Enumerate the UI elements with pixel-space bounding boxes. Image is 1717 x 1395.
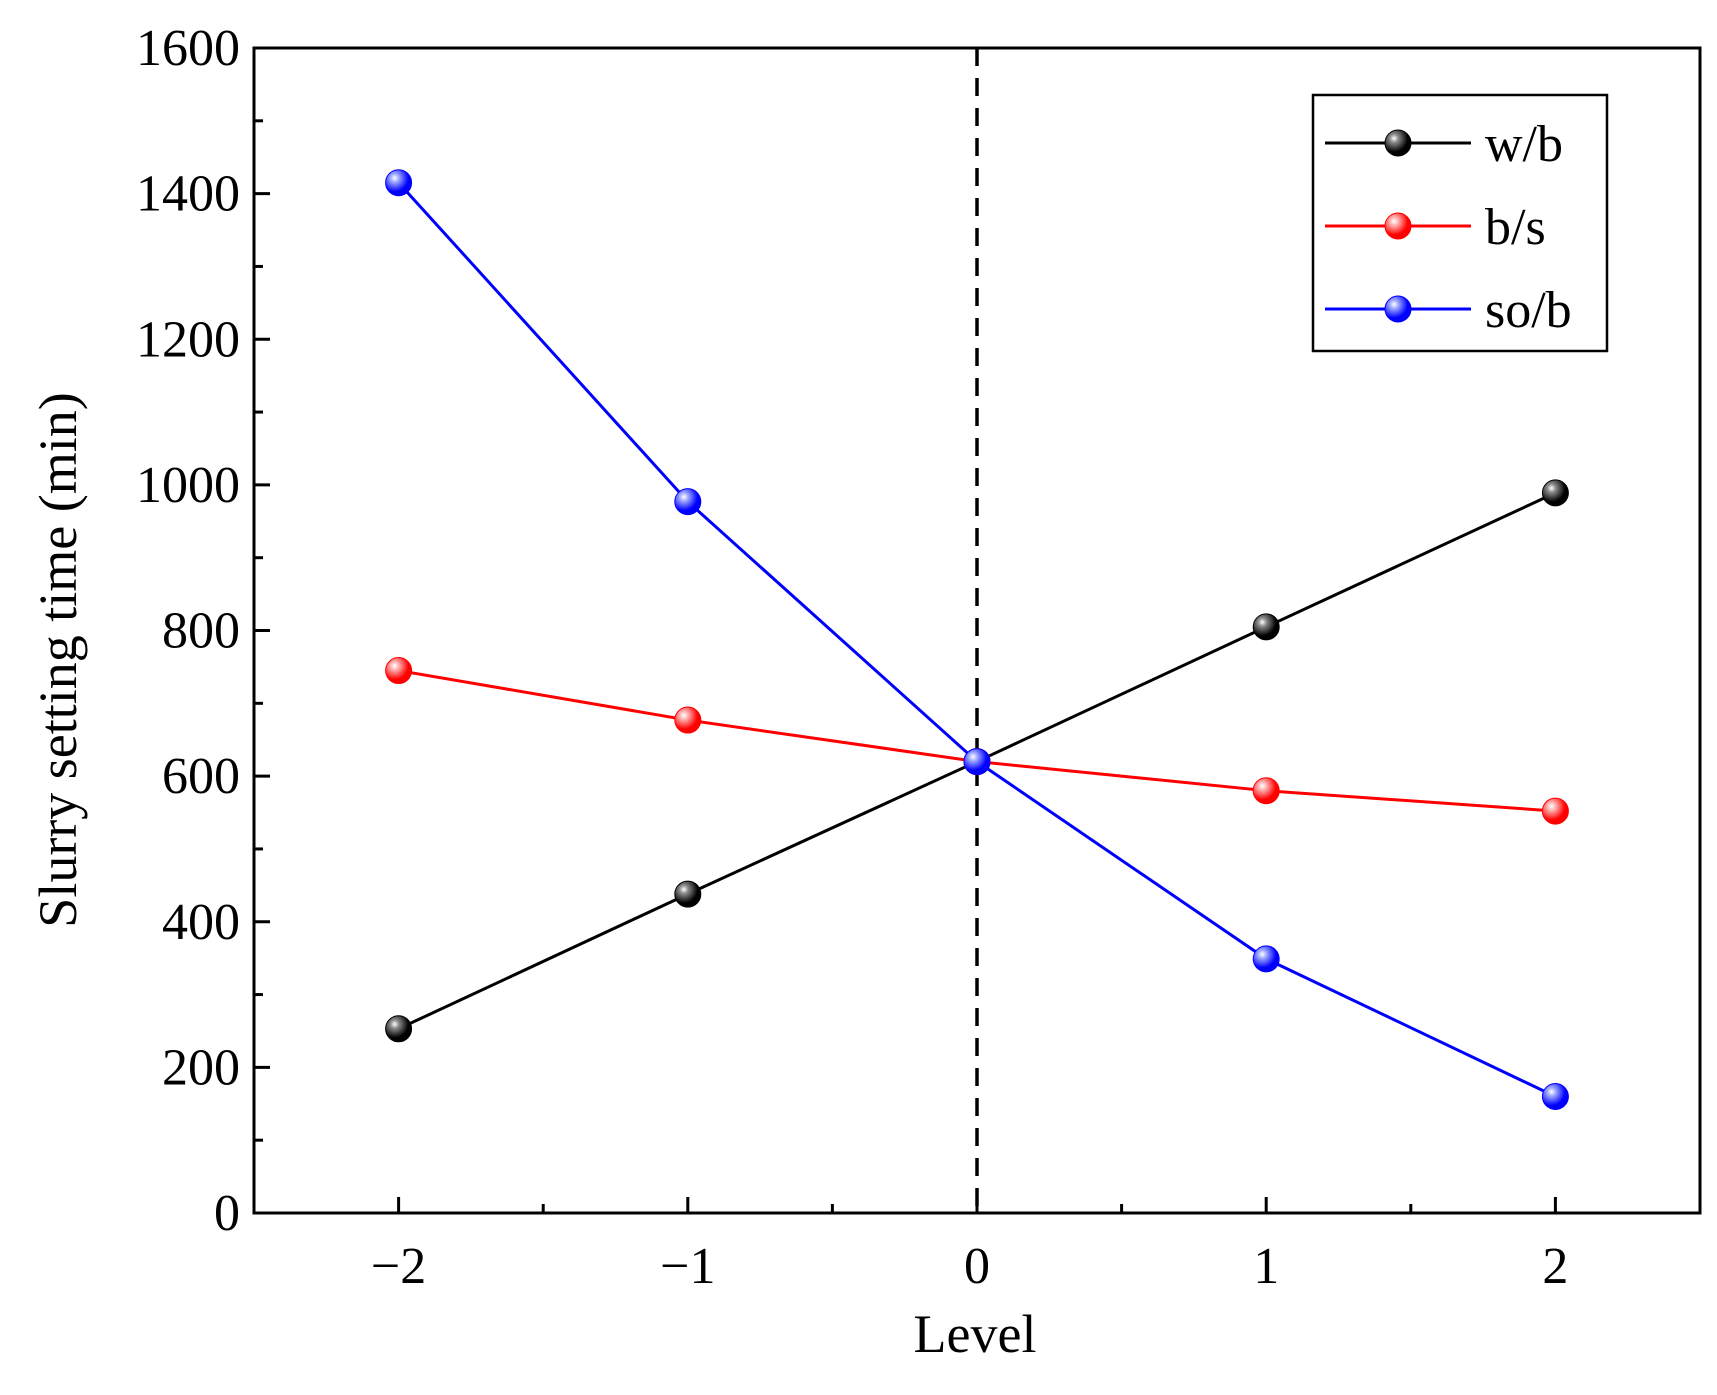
y-tick-label: 1200 xyxy=(136,311,240,368)
y-tick-label: 600 xyxy=(162,748,240,805)
legend-item: b/s xyxy=(1325,199,1546,256)
data-point xyxy=(963,748,991,776)
y-tick-label: 1000 xyxy=(136,457,240,514)
y-tick-label: 800 xyxy=(162,603,240,660)
y-tick-label: 0 xyxy=(214,1185,240,1242)
x-tick-label: −2 xyxy=(371,1238,426,1295)
data-point xyxy=(1252,613,1280,641)
data-point xyxy=(385,169,413,197)
legend-item: so/b xyxy=(1325,282,1572,339)
data-point xyxy=(1541,479,1569,507)
legend-label: w/b xyxy=(1485,116,1563,173)
legend-label: so/b xyxy=(1485,282,1572,339)
data-point xyxy=(1252,945,1280,973)
data-point xyxy=(1541,1083,1569,1110)
x-tick-label: −1 xyxy=(660,1238,715,1295)
legend-label: b/s xyxy=(1485,199,1546,256)
y-tick-label: 200 xyxy=(162,1039,240,1096)
legend-marker xyxy=(1384,129,1412,157)
x-axis-title: Level xyxy=(914,1304,1037,1364)
legend: w/b b/s so/b xyxy=(1311,93,1609,353)
y-tick-label: 1400 xyxy=(136,166,240,223)
data-point xyxy=(1252,777,1280,805)
data-point xyxy=(385,1015,413,1043)
data-point xyxy=(674,706,702,734)
x-tick-label: 0 xyxy=(964,1238,990,1295)
data-point xyxy=(674,488,702,516)
legend-item: w/b xyxy=(1325,116,1563,173)
legend-marker xyxy=(1384,295,1412,323)
axis-layer: 0 200 400 600 800 1000 1200 1400 1600 −2 −1 0 1 2 xyxy=(136,20,1702,1295)
y-tick-label: 400 xyxy=(162,894,240,951)
data-point xyxy=(385,657,413,685)
x-tick-label: 2 xyxy=(1542,1238,1568,1295)
x-tick-label: 1 xyxy=(1253,1238,1279,1295)
y-axis-title: Slurry setting time (min) xyxy=(28,392,88,927)
data-point xyxy=(674,880,702,908)
data-point xyxy=(1541,797,1569,825)
series-so-b xyxy=(385,169,1569,1110)
legend-marker xyxy=(1384,212,1412,240)
series-layer xyxy=(385,169,1569,1110)
y-tick-label: 1600 xyxy=(136,20,240,77)
